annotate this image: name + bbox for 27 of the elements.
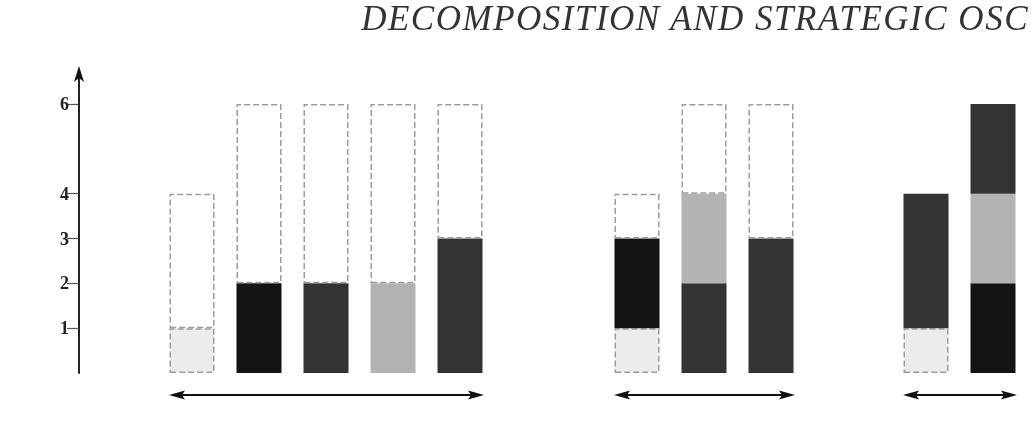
bar bbox=[614, 193, 660, 239]
bar bbox=[970, 283, 1016, 373]
bar bbox=[970, 193, 1016, 284]
bar bbox=[236, 283, 282, 373]
bar bbox=[748, 104, 794, 239]
bar bbox=[437, 104, 483, 239]
bar bbox=[748, 238, 794, 373]
bar bbox=[681, 104, 727, 194]
bar bbox=[370, 283, 416, 373]
bar bbox=[370, 104, 416, 284]
bar bbox=[614, 238, 660, 329]
bar bbox=[303, 283, 349, 373]
y-tick-label: 1 bbox=[60, 318, 69, 339]
chart-title: DECOMPOSITION AND STRATEGIC OSC bbox=[361, 0, 1029, 39]
bar bbox=[903, 193, 949, 329]
y-tick-label: 6 bbox=[60, 94, 69, 114]
bar bbox=[236, 104, 282, 284]
y-tick-label: 2 bbox=[60, 273, 69, 294]
bar bbox=[970, 104, 1016, 194]
bar bbox=[681, 283, 727, 373]
y-tick-label: 4 bbox=[60, 183, 69, 204]
bar bbox=[681, 193, 727, 284]
bar bbox=[614, 328, 660, 373]
bar bbox=[303, 104, 349, 284]
bar bbox=[903, 328, 949, 373]
bar bbox=[437, 238, 483, 373]
y-tick-label: 3 bbox=[60, 228, 69, 249]
